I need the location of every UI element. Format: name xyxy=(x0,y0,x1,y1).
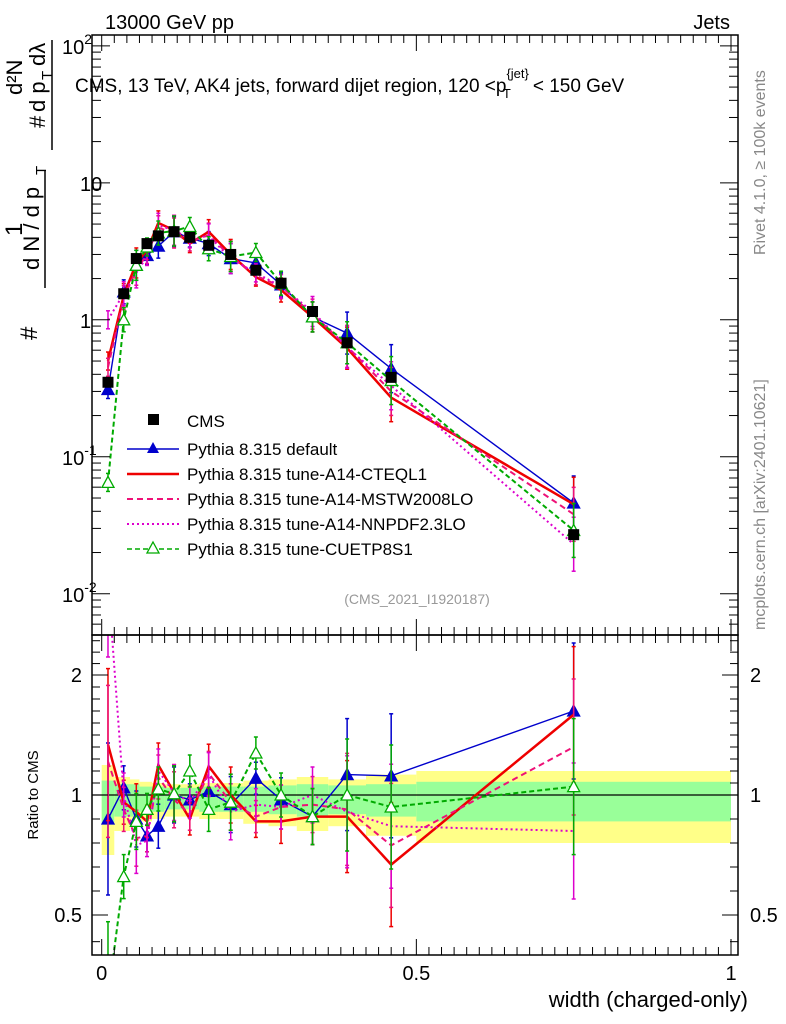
main-series-line xyxy=(107,225,575,532)
cms-data-point xyxy=(102,376,114,388)
x-axis-title: width (charged-only) xyxy=(548,987,748,1012)
ratio-marker-cuetp8s1 xyxy=(305,809,320,823)
ratio-marker-cuetp8s1 xyxy=(102,992,114,1003)
legend-label-cteql1: Pythia 8.315 tune-A14-CTEQL1 xyxy=(187,465,427,484)
mcplots-label: mcplots.cern.ch [arXiv:2401.10621] xyxy=(752,379,769,630)
legend-label-default: Pythia 8.315 default xyxy=(187,440,338,459)
ratio-marker-cuetp8s1 xyxy=(182,763,197,777)
ratio-ytick-label-right: 2 xyxy=(750,665,761,687)
svg-text:d N / d p: d N / d p xyxy=(19,187,44,270)
svg-text:T: T xyxy=(33,166,50,175)
cms-data-point xyxy=(568,529,580,541)
xtick-label: 0 xyxy=(96,963,107,985)
ratio-marker-cuetp8s1 xyxy=(384,799,399,813)
ratio-marker-cuetp8s1 xyxy=(151,781,166,795)
svg-text:dλ: dλ xyxy=(25,43,50,66)
ratio-marker-default xyxy=(248,770,263,784)
legend: CMS Pythia 8.315 default Pythia 8.315 tu… xyxy=(127,412,473,559)
ratio-ytick-label: 1 xyxy=(71,785,82,807)
main-marker-cuetp8s1 xyxy=(248,245,263,259)
svg-text:#: # xyxy=(25,115,50,128)
energy-label: 13000 GeV pp xyxy=(105,12,234,34)
cms-data-point xyxy=(225,248,237,260)
cms-data-point xyxy=(341,337,353,349)
legend-label-cuetp8s1: Pythia 8.315 tune-CUETP8S1 xyxy=(187,540,413,559)
ratio-marker-cuetp8s1 xyxy=(340,787,355,801)
main-marker-cuetp8s1 xyxy=(100,475,116,489)
main-series-layer xyxy=(100,210,581,572)
ratio-ylabel: Ratio to CMS xyxy=(25,750,42,839)
cms-data-point xyxy=(184,231,196,243)
main-series-line xyxy=(106,221,575,506)
legend-label-cms: CMS xyxy=(187,412,225,431)
svg-text:#: # xyxy=(16,326,43,340)
main-marker-cuetp8s1 xyxy=(129,257,144,271)
cms-data-point xyxy=(141,238,153,250)
legend-marker-cuetp8s1 xyxy=(145,540,161,554)
svg-text:d p: d p xyxy=(25,81,50,112)
analysis-tag: (CMS_2021_I1920187) xyxy=(344,591,490,607)
ratio-marker-cuetp8s1 xyxy=(273,787,289,801)
main-marker-cuetp8s1 xyxy=(182,219,197,233)
main-marker-cuetp8s1 xyxy=(116,312,131,326)
legend-label-nnpdf: Pythia 8.315 tune-A14-NNPDF2.3LO xyxy=(187,515,466,534)
ratio-band-inner xyxy=(130,784,140,817)
legend-marker-default xyxy=(147,442,159,453)
svg-text:T: T xyxy=(39,71,56,80)
ratio-marker-cuetp8s1 xyxy=(129,814,144,828)
ratio-series-line xyxy=(110,635,574,847)
cms-data-point xyxy=(203,239,215,251)
svg-text:d²N: d²N xyxy=(2,60,27,95)
cms-data-point xyxy=(168,226,180,238)
ratio-series-layer xyxy=(100,635,581,1003)
cms-data-point xyxy=(152,230,164,242)
cms-data-point xyxy=(250,264,262,276)
ratio-ytick-label-right: 1 xyxy=(750,785,761,807)
ratio-marker-cuetp8s1 xyxy=(201,802,216,816)
ratio-uncertainty-band xyxy=(92,765,738,855)
ratio-marker-cuetp8s1 xyxy=(248,745,263,759)
svg-text:1: 1 xyxy=(1,223,28,236)
xtick-label: 1 xyxy=(725,963,736,985)
legend-label-mstw: Pythia 8.315 tune-A14-MSTW2008LO xyxy=(187,490,473,509)
ratio-marker-cuetp8s1 xyxy=(116,869,131,883)
main-ytick-label: 10 xyxy=(80,174,102,196)
main-ytick-label: 102 xyxy=(62,31,92,59)
cms-data-point xyxy=(118,288,130,300)
ratio-series-line xyxy=(107,746,575,847)
xtick-label: 0.5 xyxy=(402,963,430,985)
ratio-ytick-label-right: 0.5 xyxy=(750,905,778,927)
main-marker-default xyxy=(100,382,116,396)
ratio-marker-cuetp8s1 xyxy=(223,794,238,808)
ratio-marker-cuetp8s1 xyxy=(139,802,155,816)
cms-data-point xyxy=(275,277,287,289)
cms-data-point xyxy=(385,371,397,383)
rivet-label: Rivet 4.1.0, ≥ 100k events xyxy=(752,70,769,255)
ratio-marker-default xyxy=(151,818,166,832)
main-ylabel: # d N / d p T 1 # d p T dλ d²N xyxy=(1,40,56,340)
ratio-ytick-label: 2 xyxy=(71,665,82,687)
cms-data-point xyxy=(130,253,142,265)
ratio-marker-cuetp8s1 xyxy=(166,786,182,800)
chart-title: CMS, 13 TeV, AK4 jets, forward dijet reg… xyxy=(75,66,625,101)
ratio-ytick-label: 0.5 xyxy=(54,905,82,927)
cms-data-point xyxy=(307,305,319,317)
main-ytick-label: 1 xyxy=(80,311,91,333)
legend-marker-cms xyxy=(148,414,159,425)
category-label: Jets xyxy=(693,12,730,34)
ratio-marker-cuetp8s1 xyxy=(566,779,581,793)
